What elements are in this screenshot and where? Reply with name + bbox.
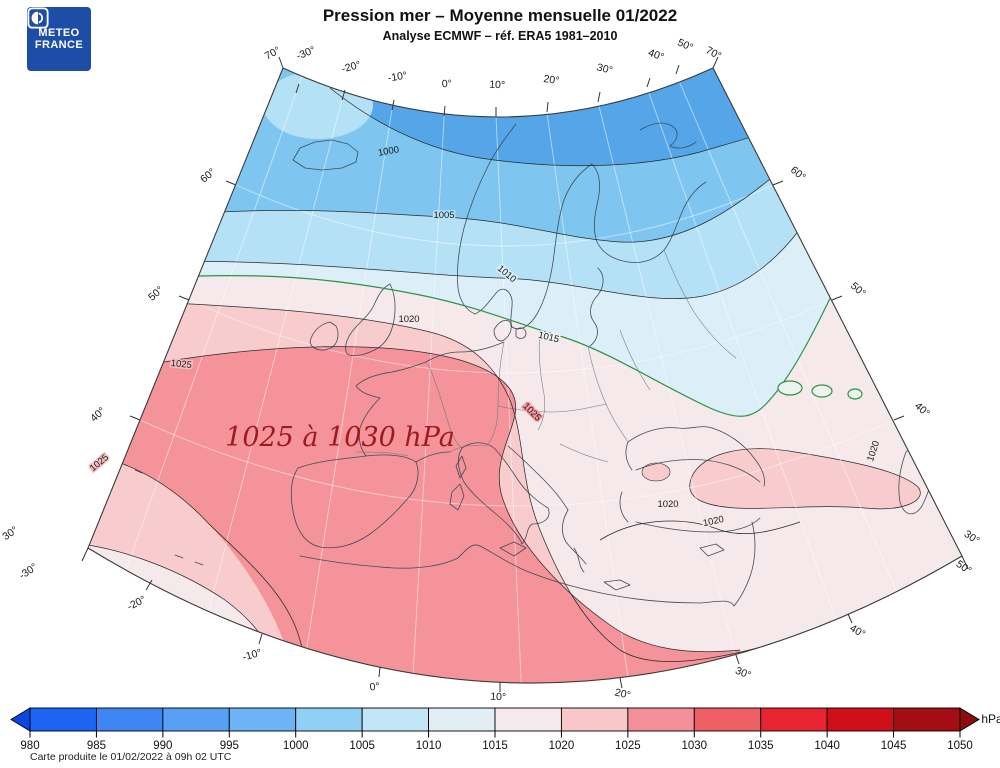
colorbar-tick-label: 1050 — [947, 740, 973, 752]
graticule-label: 50° — [954, 558, 974, 577]
contour-label: 1000 — [377, 144, 400, 159]
colorbar-tick-label: 995 — [220, 740, 239, 752]
colorbar-unit: hPa — [981, 712, 1000, 726]
pressure-colorbar: 980 985 990 995 1000 1005 1010 1015 1020 1025 1030… — [10, 707, 1000, 752]
graticule-label: 40° — [647, 47, 666, 64]
contour-label: 1020 — [398, 314, 419, 325]
colorbar-tick-label: 1000 — [283, 740, 309, 752]
graticule-label: 60° — [788, 164, 808, 183]
colorbar-segment — [760, 707, 828, 732]
green-1015-contour — [149, 267, 863, 417]
colorbar-segment — [95, 707, 164, 732]
graticule-label: 70° — [704, 44, 724, 62]
graticule-label: 30° — [734, 665, 753, 682]
colorbar-segment — [494, 707, 562, 732]
graticule-label: -10° — [387, 70, 408, 85]
pressure-contours — [88, 87, 806, 662]
colorbar-segment — [228, 707, 297, 732]
colorbar-segment — [627, 707, 695, 732]
colorbar-tick-label: 1025 — [615, 740, 641, 752]
graticule-label: 30° — [596, 61, 614, 76]
graticule-label: 50° — [146, 284, 166, 303]
graticule-label: 30° — [962, 528, 982, 547]
graticule-label: 20° — [543, 73, 560, 87]
patch-anatolia — [689, 448, 921, 510]
country-borders — [355, 249, 737, 463]
graticule-label: 40° — [88, 405, 108, 425]
map-frame — [87, 67, 963, 684]
production-caption: Carte produite le 01/02/2022 à 09h 02 UT… — [30, 751, 232, 763]
contour-label: 1020 — [657, 499, 678, 510]
graticule-label: 20° — [614, 686, 632, 701]
logo-line1: METEO — [38, 27, 80, 39]
colorbar-tick-label: 1035 — [748, 740, 774, 752]
contour-label: 1025 — [170, 358, 192, 371]
graticule-label: -30° — [17, 561, 40, 582]
coastlines — [114, 122, 934, 607]
graticule-label: 50° — [676, 37, 695, 54]
graticule — [88, 68, 962, 684]
colorbar-tick-label: 1010 — [416, 740, 442, 752]
graticule-label: -20° — [125, 594, 148, 613]
graticule-label: 30° — [0, 524, 20, 543]
colorbar-segment — [29, 707, 97, 732]
colorbar-tick-label: 1005 — [349, 740, 375, 752]
meteo-france-logo-icon — [27, 7, 49, 29]
graticule-label: 40° — [912, 400, 932, 420]
colorbar-tick-label: 980 — [20, 740, 39, 752]
graticule-label: -10° — [241, 647, 263, 664]
graticule-label: 10° — [490, 691, 506, 704]
graticule-label: 50° — [848, 280, 868, 299]
colorbar-segment — [361, 707, 430, 732]
colorbar-segment — [693, 707, 762, 732]
colorbar-tick-label: 1030 — [681, 740, 707, 752]
colorbar-segment — [162, 707, 230, 732]
meteo-france-logo: METEO FRANCE — [27, 7, 91, 71]
patch-iceland-light — [263, 71, 373, 139]
graticule-label: 0° — [369, 681, 380, 694]
graticule-label: 0° — [442, 78, 453, 91]
graticule-label: 60° — [198, 166, 218, 185]
colorbar-segment — [826, 707, 895, 732]
colorbar-tick-label: 985 — [87, 740, 106, 752]
colorbar-segment — [428, 707, 496, 732]
colorbar-right-arrow — [959, 707, 980, 732]
contour-label: 1025 — [88, 452, 111, 474]
band-1025-1030 — [118, 346, 755, 684]
graticule-ticks — [81, 56, 969, 692]
patch-balkan-small — [641, 462, 671, 482]
logo-line2: FRANCE — [34, 39, 84, 51]
colorbar-tick-label: 1045 — [881, 740, 907, 752]
colorbar-tick-label: 1015 — [482, 740, 508, 752]
graticule-label: 10° — [489, 79, 505, 92]
colorbar-segment — [560, 707, 629, 732]
colorbar-tick-label: 990 — [153, 740, 172, 752]
colorbar-segment — [295, 707, 363, 732]
annotation-layer: 1025 à 1030 hPa — [225, 422, 455, 453]
graticule-label: -30° — [295, 44, 317, 62]
contour-label: 1005 — [433, 210, 454, 221]
pressure-annotation: 1025 à 1030 hPa — [225, 422, 455, 453]
colorbar-tick-label: 1020 — [549, 740, 575, 752]
colorbar-segment — [893, 707, 961, 732]
graticule-label: 40° — [848, 622, 868, 640]
graticule-label: -20° — [340, 59, 362, 76]
colorbar-tick-label: 1040 — [814, 740, 840, 752]
colorbar-left-arrow — [10, 707, 31, 732]
